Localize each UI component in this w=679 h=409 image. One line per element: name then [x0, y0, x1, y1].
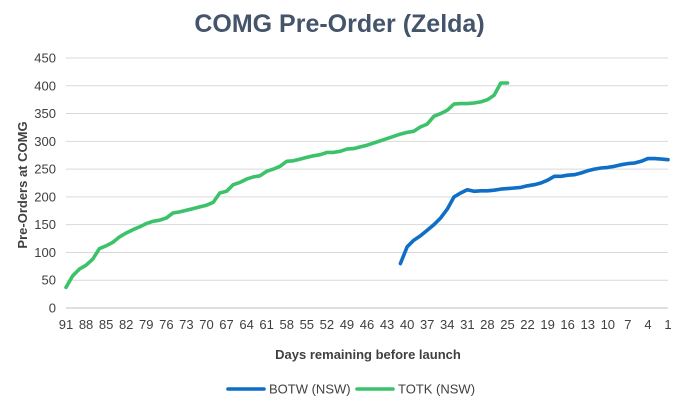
x-tick-label: 37 [420, 317, 434, 332]
x-tick-label: 88 [79, 317, 93, 332]
x-tick-label: 79 [139, 317, 153, 332]
x-tick-label: 7 [624, 317, 631, 332]
gridlines [66, 57, 668, 281]
x-tick-label: 49 [340, 317, 354, 332]
x-tick-label: 64 [239, 317, 253, 332]
x-tick-label: 40 [400, 317, 414, 332]
x-tick-label: 52 [320, 317, 334, 332]
y-tick-label: 350 [34, 106, 56, 121]
x-tick-label: 61 [259, 317, 273, 332]
y-tick-label: 200 [34, 189, 56, 204]
y-tick-label: 300 [34, 134, 56, 149]
x-tick-label: 55 [300, 317, 314, 332]
series-line-totk-nsw [64, 81, 510, 290]
x-tick-label: 16 [560, 317, 574, 332]
x-tick-label: 4 [644, 317, 651, 332]
y-tick-label: 400 [34, 78, 56, 93]
x-tick-label: 34 [440, 317, 454, 332]
y-axis-label: Pre-Orders at COMG [15, 121, 30, 248]
series-lines [64, 81, 670, 290]
x-tick-label: 58 [279, 317, 293, 332]
x-tick-label: 31 [460, 317, 474, 332]
y-tick-label: 150 [34, 217, 56, 232]
x-tick-label: 10 [601, 317, 615, 332]
x-tick-label: 46 [360, 317, 374, 332]
x-tick-label: 91 [59, 317, 73, 332]
y-tick-label: 250 [34, 162, 56, 177]
chart-title: COMG Pre-Order (Zelda) [194, 10, 485, 38]
x-axis-label: Days remaining before launch [275, 347, 461, 362]
y-tick-label: 50 [42, 273, 56, 288]
y-tick-label: 450 [34, 51, 56, 66]
legend-label: TOTK (NSW) [398, 382, 475, 397]
y-tick-label: 0 [49, 301, 56, 316]
x-tick-label: 13 [580, 317, 594, 332]
series-line-botw-nsw [398, 156, 670, 266]
legend: BOTW (NSW) TOTK (NSW) [226, 382, 475, 397]
x-tick-label: 67 [219, 317, 233, 332]
x-tick-label: 70 [199, 317, 213, 332]
x-tick-label: 25 [500, 317, 514, 332]
x-tick-label: 76 [159, 317, 173, 332]
y-tick-label: 100 [34, 245, 56, 260]
x-tick-label: 73 [179, 317, 193, 332]
x-tick-label: 1 [664, 317, 671, 332]
x-tick-label: 19 [540, 317, 554, 332]
x-tick-label: 43 [380, 317, 394, 332]
x-tick-label: 22 [520, 317, 534, 332]
x-tick-label: 28 [480, 317, 494, 332]
x-tick-label: 85 [99, 317, 113, 332]
x-tick-label: 82 [119, 317, 133, 332]
legend-label: BOTW (NSW) [269, 382, 351, 397]
